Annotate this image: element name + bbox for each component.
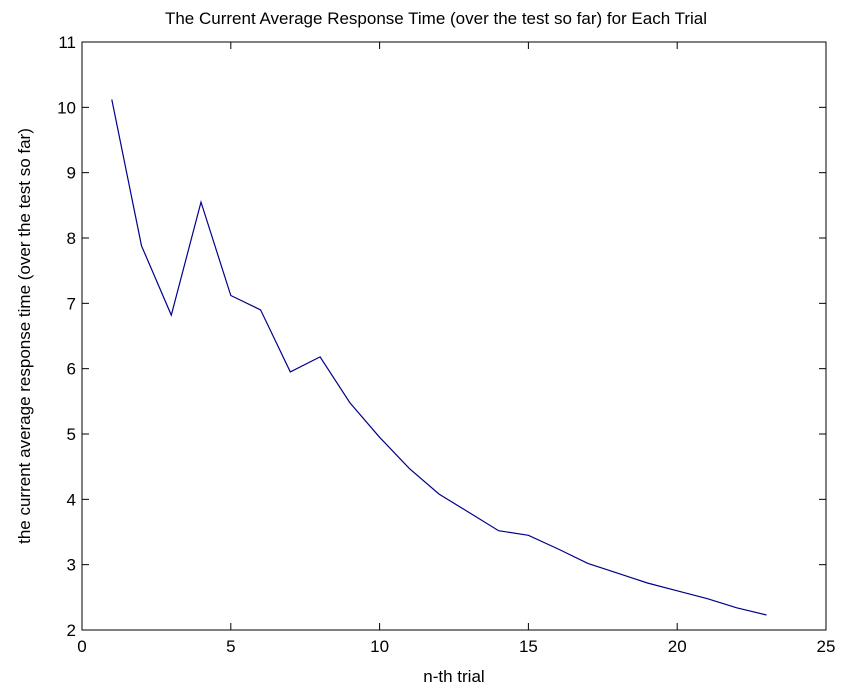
x-tick-label: 0 xyxy=(77,637,86,656)
y-tick-label: 6 xyxy=(67,360,76,379)
y-axis-ticks: 2 3 4 5 6 7 8 9 10 11 xyxy=(57,33,826,640)
x-tick-label: 15 xyxy=(519,637,538,656)
chart-title: The Current Average Response Time (over … xyxy=(165,9,707,28)
x-tick-label: 5 xyxy=(226,637,235,656)
x-tick-label: 20 xyxy=(668,637,687,656)
plot-area xyxy=(81,41,827,631)
y-tick-label: 10 xyxy=(57,98,76,117)
x-tick-label: 10 xyxy=(370,637,389,656)
y-tick-label: 11 xyxy=(58,33,76,52)
y-axis-label: the current average response time (over … xyxy=(15,128,34,544)
y-tick-label: 4 xyxy=(67,490,76,509)
series-line xyxy=(111,99,767,616)
y-tick-label: 9 xyxy=(67,164,76,183)
x-axis-label: n-th trial xyxy=(423,667,484,686)
y-tick-label: 3 xyxy=(67,556,76,575)
y-tick-label: 2 xyxy=(67,621,76,640)
y-tick-label: 7 xyxy=(67,294,76,313)
y-tick-label: 8 xyxy=(67,229,76,248)
y-tick-label: 5 xyxy=(67,425,76,444)
x-axis-ticks: 0 5 10 15 20 25 xyxy=(77,42,835,656)
x-tick-label: 25 xyxy=(817,637,836,656)
